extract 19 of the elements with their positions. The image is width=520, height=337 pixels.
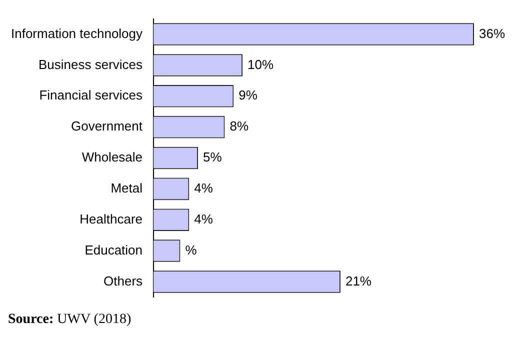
y-tick-label: Metal — [110, 180, 143, 196]
y-tick-label: Others — [104, 273, 144, 288]
data-label: % — [185, 242, 198, 258]
data-label: 10% — [248, 56, 274, 72]
y-tick-label: Government — [70, 118, 143, 134]
y-tick-label: Information technology — [10, 26, 144, 41]
data-label: 4% — [194, 211, 214, 226]
y-tick-label: Financial services — [39, 88, 144, 103]
y-tick-label: Education — [84, 242, 143, 258]
data-label: 9% — [238, 88, 258, 103]
data-label: 8% — [230, 118, 249, 134]
data-label: 36% — [479, 26, 506, 41]
source-note: Source: UWV (2018) — [8, 312, 132, 327]
data-label: 5% — [203, 150, 222, 165]
y-tick-label: Healthcare — [80, 211, 143, 226]
y-tick-label: Business services — [38, 56, 144, 72]
y-tick-label: Wholesale — [82, 150, 143, 165]
data-label: 4% — [194, 180, 214, 196]
data-label: 21% — [345, 273, 372, 288]
